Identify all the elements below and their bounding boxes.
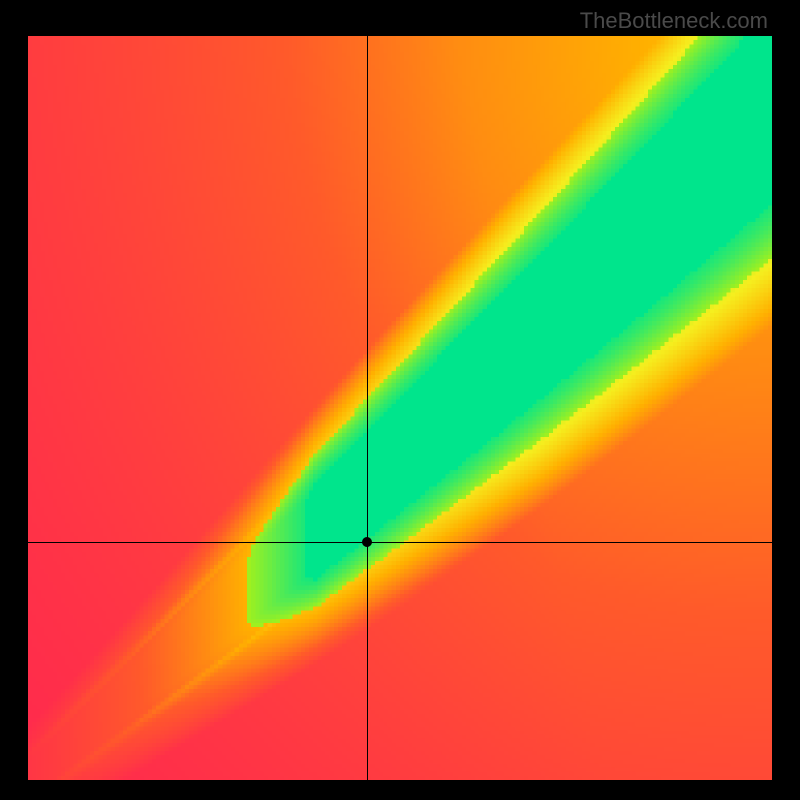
chart-container: TheBottleneck.com: [0, 0, 800, 800]
crosshair-vertical: [367, 36, 368, 780]
plot-area: [28, 36, 772, 780]
heatmap-canvas: [28, 36, 772, 780]
crosshair-horizontal: [28, 542, 772, 543]
watermark-text: TheBottleneck.com: [580, 8, 768, 34]
data-point-marker: [362, 537, 372, 547]
